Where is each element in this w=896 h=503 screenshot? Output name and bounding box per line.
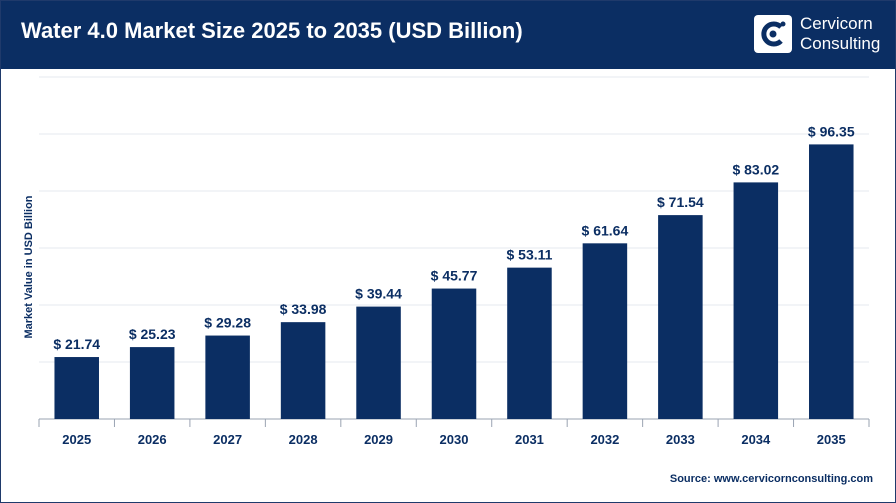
data-label: $ 45.77 bbox=[431, 268, 478, 284]
x-tick-label: 2029 bbox=[364, 432, 393, 447]
bar-chart: $ 21.74 2025 $ 25.23 2026 $ 29.28 2027 $ 33.98… bbox=[1, 69, 895, 469]
bar bbox=[507, 268, 552, 419]
data-label: $ 61.64 bbox=[582, 222, 629, 238]
data-label: $ 29.28 bbox=[204, 315, 251, 331]
logo-line-1: Cervicorn bbox=[800, 14, 880, 34]
x-tick-label: 2032 bbox=[590, 432, 619, 447]
data-label: $ 83.02 bbox=[732, 161, 779, 177]
bar bbox=[356, 307, 401, 419]
x-tick-label: 2035 bbox=[817, 432, 846, 447]
company-logo: Cervicorn Consulting bbox=[754, 13, 886, 57]
data-label: $ 53.11 bbox=[506, 247, 552, 263]
x-tick-label: 2025 bbox=[62, 432, 91, 447]
logo-text: Cervicorn Consulting bbox=[800, 14, 880, 54]
x-tick-label: 2031 bbox=[515, 432, 544, 447]
logo-line-2: Consulting bbox=[800, 34, 880, 54]
source-note: Source: www.cervicornconsulting.com bbox=[670, 473, 873, 485]
bar bbox=[432, 289, 477, 419]
bar bbox=[130, 347, 175, 419]
bar bbox=[809, 144, 854, 419]
data-label: $ 71.54 bbox=[657, 194, 704, 210]
logo-mark-icon bbox=[754, 15, 792, 53]
data-label: $ 25.23 bbox=[129, 326, 176, 342]
x-tick-label: 2034 bbox=[741, 432, 771, 447]
data-label: $ 96.35 bbox=[808, 123, 855, 139]
bar bbox=[583, 243, 628, 419]
x-tick-label: 2026 bbox=[138, 432, 167, 447]
x-tick-label: 2033 bbox=[666, 432, 695, 447]
header-bar: Water 4.0 Market Size 2025 to 2035 (USD … bbox=[1, 1, 895, 69]
x-tick-label: 2028 bbox=[289, 432, 318, 447]
bar bbox=[734, 182, 779, 419]
y-axis-label: Market Value in USD Billion bbox=[23, 195, 35, 338]
data-label: $ 39.44 bbox=[355, 286, 402, 302]
bar bbox=[205, 336, 250, 419]
data-label: $ 21.74 bbox=[53, 336, 100, 352]
bar bbox=[658, 215, 703, 419]
bar bbox=[54, 357, 99, 419]
chart-title: Water 4.0 Market Size 2025 to 2035 (USD … bbox=[21, 18, 523, 44]
x-tick-label: 2030 bbox=[440, 432, 469, 447]
x-tick-label: 2027 bbox=[213, 432, 242, 447]
data-label: $ 33.98 bbox=[280, 301, 327, 317]
bar bbox=[281, 322, 326, 419]
